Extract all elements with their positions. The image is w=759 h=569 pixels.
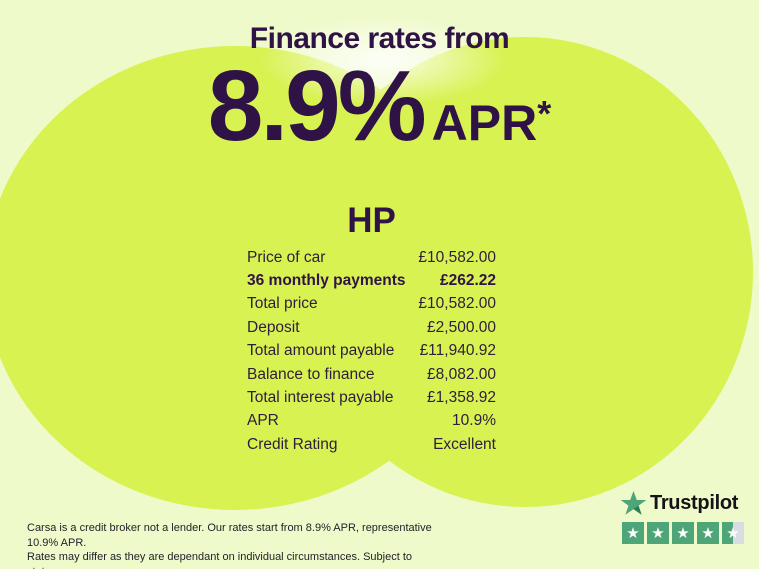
trustpilot-star-icon bbox=[620, 490, 647, 515]
row-value: £1,358.92 bbox=[427, 389, 496, 407]
headline-rate: 8.9% APR * bbox=[0, 56, 759, 156]
table-row-balance-to-finance: Balance to finance £8,082.00 bbox=[247, 363, 496, 386]
row-label: Balance to finance bbox=[247, 365, 375, 383]
rate-unit: APR bbox=[431, 95, 538, 151]
background-glow bbox=[258, 14, 508, 106]
background-blob-right bbox=[297, 37, 753, 507]
finance-type-heading: HP bbox=[347, 201, 396, 240]
row-label: Price of car bbox=[247, 248, 326, 266]
rate-value: 8.9% bbox=[207, 50, 427, 162]
table-row-total-amount-payable: Total amount payable £11,940.92 bbox=[247, 340, 496, 363]
table-row-total-interest-payable: Total interest payable £1,358.92 bbox=[247, 386, 496, 409]
row-value: Excellent bbox=[433, 435, 496, 453]
trustpilot-brand-name: Trustpilot bbox=[650, 492, 739, 514]
table-row-credit-rating: Credit Rating Excellent bbox=[247, 433, 496, 456]
table-row-monthly-payments: 36 monthly payments £262.22 bbox=[247, 269, 496, 292]
row-value: £10,582.00 bbox=[418, 248, 496, 266]
trustpilot-rating-stars: ★ ★ ★ ★ ★ bbox=[622, 522, 744, 544]
rating-star-icon: ★ bbox=[697, 522, 719, 544]
row-label: APR bbox=[247, 412, 279, 430]
row-label: Deposit bbox=[247, 318, 300, 336]
row-value: £262.22 bbox=[439, 272, 496, 290]
disclaimer-line-1: Carsa is a credit broker not a lender. O… bbox=[27, 522, 432, 549]
row-label: Total amount payable bbox=[247, 342, 395, 360]
row-value: £8,082.00 bbox=[427, 365, 496, 383]
rating-star-icon: ★ bbox=[622, 522, 644, 544]
banner-title: Finance rates from bbox=[249, 22, 510, 55]
row-label: Credit Rating bbox=[247, 435, 338, 453]
row-label: Total price bbox=[247, 295, 318, 313]
rate-footnote-marker: * bbox=[537, 93, 552, 134]
rating-star-half-icon: ★ bbox=[722, 522, 744, 544]
row-label: Total interest payable bbox=[247, 389, 394, 407]
table-row-deposit: Deposit £2,500.00 bbox=[247, 316, 496, 339]
rating-star-icon: ★ bbox=[672, 522, 694, 544]
trustpilot-widget: Trustpilot ★ ★ ★ ★ ★ bbox=[620, 490, 744, 544]
disclaimer-line-2: Rates may differ as they are dependant o… bbox=[27, 551, 413, 569]
row-value: £10,582.00 bbox=[418, 295, 496, 313]
trustpilot-logo: Trustpilot bbox=[620, 490, 744, 517]
finance-table: Price of car £10,582.00 36 monthly payme… bbox=[247, 246, 496, 457]
row-label: 36 monthly payments bbox=[247, 272, 406, 290]
row-value: £11,940.92 bbox=[419, 342, 496, 360]
table-row-apr: APR 10.9% bbox=[247, 410, 496, 433]
table-row-total-price: Total price £10,582.00 bbox=[247, 293, 496, 316]
disclaimer: Carsa is a credit broker not a lender. O… bbox=[27, 521, 447, 569]
rating-star-icon: ★ bbox=[647, 522, 669, 544]
row-value: 10.9% bbox=[452, 412, 496, 430]
table-row-price-of-car: Price of car £10,582.00 bbox=[247, 246, 496, 269]
row-value: £2,500.00 bbox=[427, 318, 496, 336]
